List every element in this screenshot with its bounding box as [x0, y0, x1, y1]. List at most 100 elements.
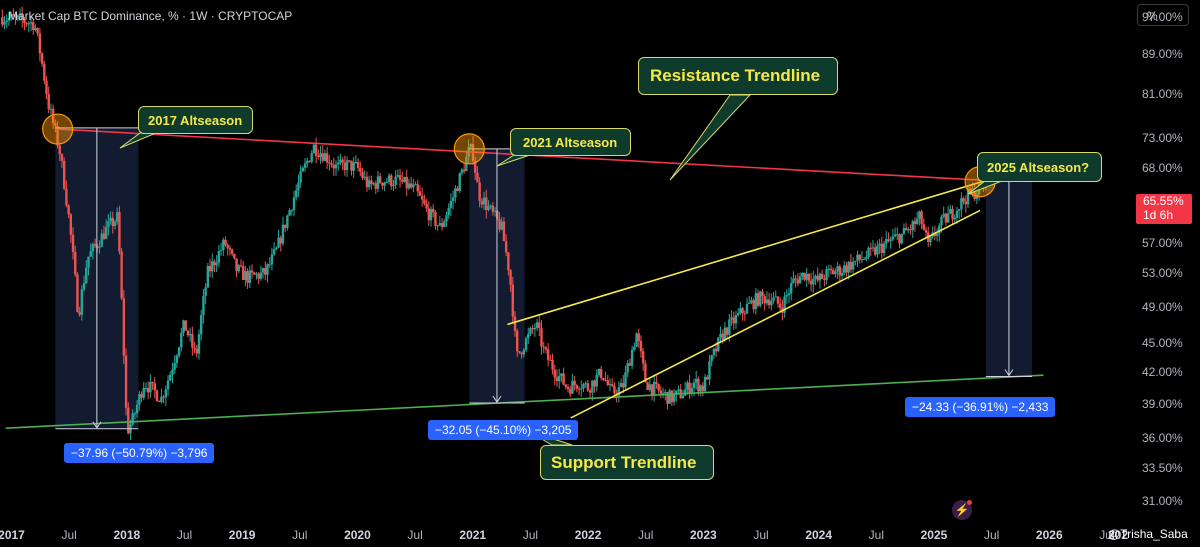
candle-body	[507, 252, 510, 271]
candle-body	[414, 184, 417, 186]
author-watermark: @Trisha_Saba	[1108, 527, 1188, 541]
candle-body	[714, 348, 718, 352]
candle-body	[849, 261, 853, 270]
candle-body	[860, 259, 864, 261]
y-tick-label: 81.00%	[1142, 86, 1183, 101]
candle-body	[913, 221, 917, 224]
candle-body	[692, 382, 696, 389]
candle-body	[158, 401, 161, 403]
x-tick-label: Jul	[753, 528, 769, 542]
candle-body	[432, 208, 435, 213]
candle-body	[555, 377, 559, 382]
candle-body	[725, 327, 729, 335]
candle-body	[900, 233, 903, 244]
measure-label-2025[interactable]: −24.33 (−36.91%) −2,433	[905, 397, 1056, 417]
candle-body	[922, 224, 926, 230]
candle-body	[522, 350, 526, 355]
candle-body	[43, 63, 46, 81]
candle-body	[750, 300, 753, 303]
alert-bolt-icon[interactable]: ⚡	[952, 500, 972, 520]
candle-body	[792, 278, 795, 283]
candle-body	[312, 144, 316, 154]
candle-body	[666, 392, 669, 404]
candle-body	[882, 243, 886, 254]
candle-body	[613, 385, 616, 394]
candle-body	[531, 328, 534, 330]
candle-body	[314, 144, 318, 156]
candle-body	[104, 226, 108, 239]
candle-body	[451, 197, 455, 201]
unit-toggle-button[interactable]: %	[1137, 4, 1189, 26]
candle-body	[162, 396, 165, 398]
candle-body	[909, 229, 912, 231]
candle-body	[142, 388, 145, 398]
candle-body	[310, 153, 313, 162]
candle-body	[120, 251, 123, 299]
candle-body	[847, 261, 850, 273]
candle-body	[599, 368, 603, 378]
callout-2025-altseason[interactable]: 2025 Altseason?	[977, 152, 1102, 182]
measure-label-2021[interactable]: −32.05 (−45.10%) −3,205	[428, 420, 579, 440]
callout-resistance-trendline[interactable]: Resistance Trendline	[638, 57, 838, 95]
candle-body	[365, 176, 369, 188]
candle-body	[250, 270, 254, 273]
x-tick-label: 2018	[113, 528, 141, 542]
candle-body	[359, 167, 362, 172]
candle-body	[871, 247, 875, 249]
measure-label-2017[interactable]: −37.96 (−50.79%) −3,796	[64, 443, 215, 463]
candle-body	[763, 296, 766, 304]
candle-body	[694, 378, 698, 383]
candle-body	[485, 197, 488, 210]
candle-body	[915, 218, 919, 224]
candle-body	[153, 383, 156, 391]
callout-pointer-resistance	[669, 94, 752, 181]
candle-body	[233, 253, 236, 259]
candle-body	[825, 269, 828, 280]
candle-body	[40, 53, 44, 64]
candle-body	[887, 239, 890, 241]
candle-body	[783, 296, 786, 313]
candle-body	[513, 316, 517, 331]
x-tick-label: 2025	[920, 528, 948, 542]
callout-2021-altseason[interactable]: 2021 Altseason	[510, 128, 631, 156]
candle-body	[449, 200, 453, 208]
candle-body	[462, 169, 466, 172]
candle-body	[491, 205, 495, 212]
callout-support-trendline[interactable]: Support Trendline	[540, 445, 714, 480]
candle-body	[286, 215, 289, 228]
candle-body	[706, 376, 709, 380]
candle-body	[244, 271, 247, 280]
candle-body	[456, 188, 459, 192]
y-tick-label: 31.00%	[1142, 493, 1183, 508]
candle-body	[873, 247, 877, 255]
altseason-marker-0	[42, 113, 74, 145]
candle-body	[560, 373, 563, 376]
candle-body	[277, 237, 280, 248]
candle-body	[370, 180, 373, 185]
candle-body	[801, 272, 804, 277]
x-tick-label: 2024	[805, 528, 833, 542]
x-tick-label: 2023	[690, 528, 717, 542]
candle-body	[878, 243, 881, 246]
candle-body	[655, 381, 658, 384]
candle-body	[275, 247, 278, 250]
y-tick-label: 33.50%	[1142, 461, 1183, 476]
callout-2017-altseason[interactable]: 2017 Altseason	[138, 106, 253, 134]
candle-body	[774, 296, 777, 298]
candle-body	[337, 162, 340, 165]
x-tick-label: 2020	[344, 528, 371, 542]
candle-body	[164, 389, 168, 398]
candle-body	[626, 363, 629, 373]
x-tick-label: Jul	[292, 528, 308, 542]
x-tick-label: Jul	[176, 528, 193, 542]
candle-body	[741, 308, 744, 314]
candle-body	[829, 268, 833, 271]
candle-body	[732, 317, 735, 324]
y-tick-label: 39.00%	[1142, 396, 1183, 411]
candle-body	[944, 213, 948, 223]
candle-body	[816, 275, 819, 281]
candle-body	[648, 384, 651, 391]
candle-body	[118, 212, 121, 252]
candle-body	[911, 221, 914, 231]
